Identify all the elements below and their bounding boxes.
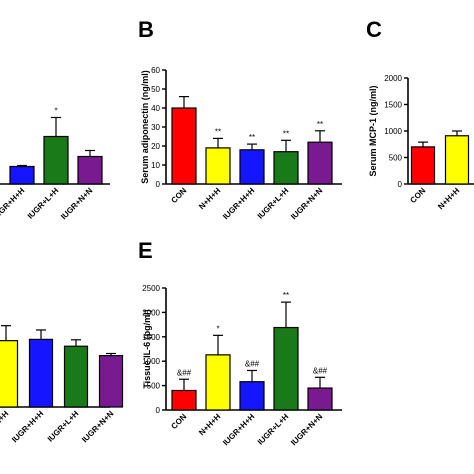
significance-annotation: &##	[313, 366, 328, 375]
y-axis-label: Serum adiponectin (ng/ml)	[140, 70, 150, 184]
category-label: IUGR+L+H	[256, 412, 291, 447]
bar-iugr-l-h	[273, 151, 299, 185]
category-label: IUGR+L+H	[46, 409, 81, 444]
y-tick-label: 2500	[142, 284, 160, 293]
y-axis-label: Serum MCP-1 (ng/ml)	[368, 85, 378, 176]
significance-annotation: &##	[177, 368, 192, 377]
bar-n-h-h	[205, 147, 231, 185]
y-tick-label: 40	[151, 104, 160, 113]
y-tick-label: 2000	[384, 74, 402, 83]
chart-panel-c: C 0 500 1000 1500 2000 Serum MCP-1 (ng/ml) CON N…	[366, 17, 474, 211]
bar-iugr-l-h	[63, 345, 89, 408]
category-label: N+H+H	[0, 409, 11, 434]
y-tick-label: 1000	[142, 357, 160, 366]
y-tick-label: 500	[147, 382, 161, 391]
category-label: IUGR+H+H	[221, 186, 256, 221]
bar-iugr-n-n	[307, 141, 333, 185]
panel-letter: E	[138, 238, 153, 263]
category-label: IUGR+H+H	[221, 412, 256, 447]
y-axis-label: Tissue IL-6 (pg/ml)	[142, 309, 152, 388]
bar-iugr-h-h	[239, 381, 265, 411]
chart-panel-partial-3: N+H+H IUGR+H+H IUGR+L+H IUGR+N+N	[0, 325, 124, 444]
y-tick-label: 20	[151, 142, 160, 151]
panel-letter: B	[138, 17, 154, 42]
category-label: N+H+H	[436, 186, 461, 211]
bar-con	[410, 146, 436, 185]
y-tick-label: 50	[151, 85, 160, 94]
bar-iugr-l-h	[273, 326, 299, 411]
y-tick-label: 0	[156, 406, 161, 415]
significance-annotation: **	[249, 133, 255, 142]
significance-annotation: *	[216, 324, 219, 333]
category-label: N+H+H	[197, 186, 222, 211]
bar-iugr-n-n	[77, 155, 103, 185]
bar-iugr-n-n	[98, 355, 124, 408]
significance-annotation: **	[283, 129, 289, 138]
category-label: IUGR+N+N	[59, 186, 94, 221]
category-label: CON	[408, 186, 427, 205]
y-tick-label: 500	[389, 154, 403, 163]
bar-con	[171, 107, 197, 185]
bar-n-h-h	[0, 340, 19, 408]
significance-annotation: **	[283, 291, 289, 300]
significance-annotation: &##	[245, 359, 260, 368]
category-label: IUGR+N+N	[289, 186, 324, 221]
bar-n-h-h	[444, 135, 470, 185]
y-tick-label: 30	[151, 123, 160, 132]
bar-con	[171, 389, 197, 411]
category-label: CON	[169, 186, 188, 205]
significance-annotation: **	[215, 127, 221, 136]
category-label: CON	[169, 412, 188, 431]
panel-letter: C	[366, 17, 382, 42]
bar-iugr-h-h	[28, 338, 54, 408]
y-tick-label: 2000	[142, 308, 160, 317]
y-tick-label: 1500	[142, 333, 160, 342]
bar-iugr-l-h	[43, 135, 69, 185]
bar-iugr-h-h	[9, 165, 35, 185]
y-tick-label: 10	[151, 161, 160, 170]
category-label: N+H+H	[197, 412, 222, 437]
category-label: IUGR+L+H	[256, 186, 291, 221]
y-tick-label: 1500	[384, 101, 402, 110]
y-tick-label: 0	[156, 180, 161, 189]
category-label: IUGR+H+H	[0, 186, 27, 221]
bar-n-h-h	[205, 354, 231, 411]
y-tick-label: 60	[151, 66, 160, 75]
significance-annotation: *	[54, 107, 57, 116]
category-label: IUGR+N+N	[289, 412, 324, 447]
y-tick-label: 0	[398, 180, 403, 189]
bar-iugr-h-h	[239, 149, 265, 185]
category-label: IUGR+H+H	[10, 409, 45, 444]
significance-annotation: **	[317, 120, 323, 129]
category-label: IUGR+N+N	[80, 409, 115, 444]
bar-iugr-n-n	[307, 387, 333, 411]
y-tick-label: 1000	[384, 127, 402, 136]
category-label: IUGR+L+H	[26, 186, 61, 221]
chart-panel-e: E 0 500 1000 1500 2000 2500 Tissue IL-6 (pg/ml)…	[138, 238, 342, 447]
